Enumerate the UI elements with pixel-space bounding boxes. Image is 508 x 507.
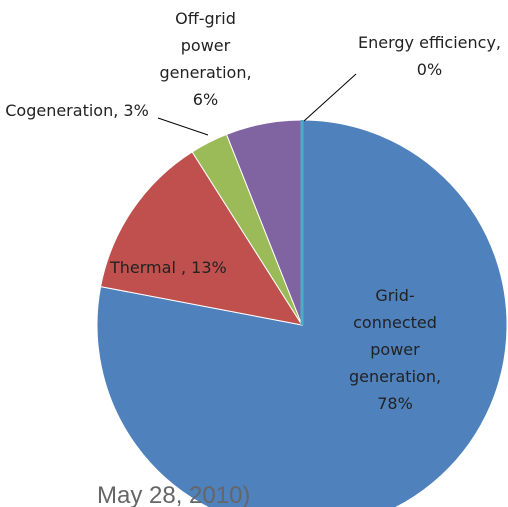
slice-label: Cogeneration, 3% bbox=[5, 101, 149, 120]
slice-label: Thermal , 13% bbox=[110, 258, 227, 277]
pie-slice bbox=[100, 151, 304, 326]
leader-line bbox=[303, 73, 357, 122]
slice-label: Grid-connected power generation, 78% bbox=[348, 286, 442, 413]
slice-label: Energy efficiency, 0% bbox=[358, 33, 501, 79]
footer-text: May 28, 2010) bbox=[97, 482, 251, 507]
leader-line bbox=[157, 117, 209, 136]
slice-label: Off-grid power generation, 6% bbox=[159, 9, 252, 109]
